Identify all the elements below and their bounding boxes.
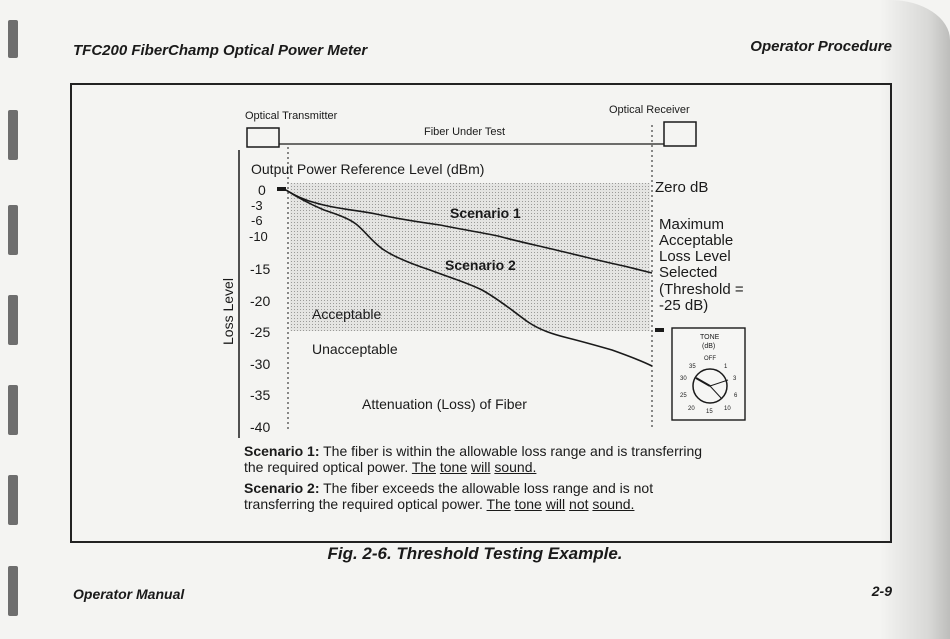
y-tick: -35 — [250, 387, 270, 403]
dial-mark: 15 — [706, 409, 713, 415]
threshold-marker — [655, 328, 664, 332]
scenario-2-curve — [285, 189, 653, 367]
scenario-2-label: Scenario 2 — [445, 257, 516, 273]
binder-tab — [8, 385, 18, 435]
threshold-line: (Threshold = — [659, 281, 744, 298]
figure-frame — [70, 83, 892, 543]
scenario-1-note: Scenario 1: The fiber is within the allo… — [244, 443, 714, 475]
dial-title: TONE — [700, 334, 720, 341]
y-tick: 0 — [258, 182, 266, 198]
y-tick: -10 — [249, 229, 268, 244]
scenario-1-note-text: The fiber is within the allowable loss r… — [244, 443, 703, 475]
tone-word: tone — [439, 459, 468, 475]
y-tick: -3 — [251, 198, 263, 213]
scenario-2-note-text: The fiber exceeds the allowable loss ran… — [244, 480, 654, 512]
dial-mark: 6 — [734, 393, 738, 399]
threshold-line: Maximum — [659, 216, 724, 233]
dial-mark: 20 — [688, 406, 695, 412]
tone-word: not — [569, 496, 589, 512]
threshold-line: Loss Level — [659, 248, 731, 265]
dial-mark: 10 — [724, 406, 731, 412]
tone-word: sound. — [494, 459, 537, 475]
threshold-line: Acceptable — [659, 232, 733, 249]
dial-mark: 35 — [689, 364, 696, 370]
binder-tab — [8, 205, 18, 255]
transmitter-box — [246, 127, 280, 148]
dial-mark: 1 — [724, 364, 728, 370]
tone-word: The — [486, 496, 511, 512]
dial-off: OFF — [704, 356, 716, 362]
running-header-title: TFC200 FiberChamp Optical Power Meter — [73, 42, 368, 59]
dial-mark: 3 — [733, 376, 737, 382]
reference-level-label: Output Power Reference Level (dBm) — [251, 161, 484, 177]
running-header-section: Operator Procedure — [750, 38, 892, 55]
dial-pointer — [695, 377, 711, 387]
transmitter-label: Optical Transmitter — [245, 110, 338, 122]
receiver-label: Optical Receiver — [609, 104, 690, 116]
binder-tab — [8, 566, 18, 616]
x-axis-label: Attenuation (Loss) of Fiber — [362, 396, 527, 412]
y-tick: -15 — [250, 261, 270, 277]
scenario-1-note-title: Scenario 1: — [244, 443, 320, 459]
scenario-2-note-title: Scenario 2: — [244, 480, 320, 496]
threshold-line: Selected — [659, 264, 717, 281]
y-tick: -25 — [250, 324, 270, 340]
acceptable-label: Acceptable — [312, 306, 381, 322]
scenario-2-note: Scenario 2: The fiber exceeds the allowa… — [244, 480, 714, 512]
receiver-box — [663, 121, 697, 147]
y-axis-label: Loss Level — [220, 278, 236, 345]
fiber-label: Fiber Under Test — [424, 126, 505, 138]
dial-knob — [692, 368, 728, 404]
scenario-1-label: Scenario 1 — [450, 205, 521, 221]
tone-word: will — [545, 496, 566, 512]
y-tick: -6 — [251, 213, 263, 228]
y-tick: -20 — [250, 293, 270, 309]
binder-tab — [8, 20, 18, 58]
dial-mark: 25 — [680, 393, 687, 399]
tone-word: tone — [514, 496, 542, 512]
acceptable-band — [290, 183, 650, 331]
figure-caption: Fig. 2-6. Threshold Testing Example. — [327, 544, 623, 563]
running-footer-manual: Operator Manual — [73, 586, 185, 602]
tone-word: sound. — [592, 496, 635, 512]
scenario-1-curve — [285, 189, 653, 274]
dial-unit: (dB) — [702, 343, 715, 350]
page-number: 2-9 — [871, 583, 892, 599]
threshold-line: -25 dB) — [659, 297, 708, 314]
tone-word: will — [471, 459, 491, 475]
tone-word: The — [411, 459, 436, 475]
binder-tab — [8, 295, 18, 345]
tone-dial: TONE (dB) OFF 1 3 6 10 15 20 25 30 35 — [671, 327, 746, 421]
binder-tab — [8, 475, 18, 525]
dial-mark: 30 — [680, 376, 687, 382]
zero-db-label: Zero dB — [655, 179, 708, 196]
binder-tab — [8, 110, 18, 160]
unacceptable-label: Unacceptable — [312, 341, 398, 357]
zero-marker — [277, 187, 286, 191]
y-tick: -30 — [250, 356, 270, 372]
y-tick: -40 — [250, 419, 270, 435]
